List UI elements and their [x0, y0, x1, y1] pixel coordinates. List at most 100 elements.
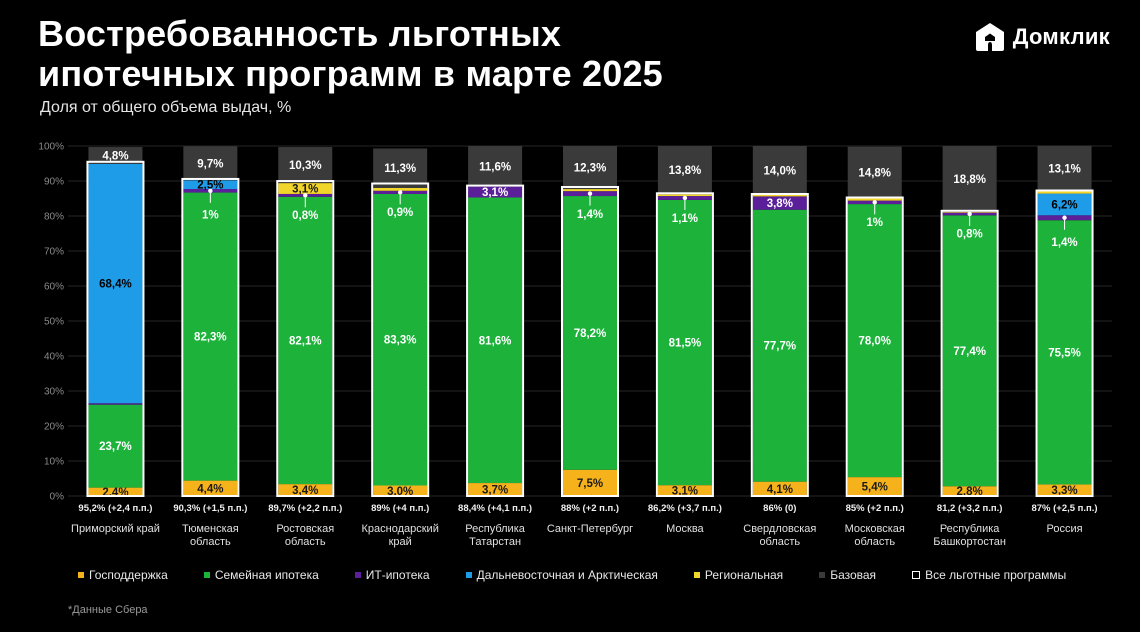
label-pointer-dot — [1062, 216, 1066, 220]
data-label-family: 78,0% — [858, 336, 891, 348]
label-pointer-dot — [967, 212, 971, 216]
label-pointer-dot — [683, 196, 687, 200]
total-label: 89,7% (+2,2 п.п.) — [268, 503, 342, 514]
data-label-gosp: 4,4% — [197, 483, 223, 495]
data-label-base: 18,8% — [953, 174, 986, 186]
legend-label: Семейная ипотека — [215, 568, 319, 582]
legend-swatch-gosp — [78, 572, 84, 578]
category-label: Приморский край — [71, 523, 160, 535]
footnote: *Данные Сбера — [68, 604, 148, 616]
category-label: Краснодарский — [362, 523, 439, 535]
total-label: 87% (+2,5 п.п.) — [1031, 503, 1097, 514]
chart-legend: Господдержка Семейная ипотека ИТ-ипотека Да… — [78, 568, 1118, 582]
data-label-it: 0,8% — [292, 210, 318, 222]
data-label-gosp: 3,7% — [482, 485, 508, 497]
category-label: Татарстан — [469, 536, 521, 548]
data-label-base: 14,8% — [858, 168, 891, 180]
data-label-family: 77,7% — [764, 341, 797, 353]
total-label: 86% (0) — [763, 503, 796, 514]
y-tick-label: 100% — [38, 142, 64, 153]
data-label-it: 3,1% — [482, 187, 508, 199]
category-label: область — [190, 536, 231, 548]
data-label-it: 1% — [866, 217, 883, 229]
legend-swatch-family — [204, 572, 210, 578]
legend-item-all_outline: Все льготные программы — [912, 568, 1066, 582]
y-tick-label: 60% — [44, 282, 64, 293]
legend-swatch-base — [819, 572, 825, 578]
legend-item-far: Дальневосточная и Арктическая — [466, 568, 658, 582]
data-label-gosp: 4,1% — [767, 484, 793, 496]
legend-label: Региональная — [705, 568, 783, 582]
bar-segment-regional — [1038, 192, 1092, 194]
category-label: Башкортостан — [933, 536, 1006, 548]
data-label-it: 0,9% — [387, 207, 413, 219]
data-label-family: 77,4% — [953, 346, 986, 358]
total-label: 90,3% (+1,5 п.п.) — [173, 503, 247, 514]
data-label-base: 13,8% — [669, 165, 702, 177]
data-label-it: 1,4% — [1051, 237, 1077, 249]
total-label: 88% (+2 п.п.) — [561, 503, 619, 514]
category-label: Санкт-Петербург — [547, 523, 633, 535]
legend-item-it: ИТ-ипотека — [355, 568, 430, 582]
data-label-gosp: 5,4% — [862, 482, 888, 494]
legend-swatch-regional — [694, 572, 700, 578]
legend-item-gosp: Господдержка — [78, 568, 168, 582]
legend-label: Все льготные программы — [925, 568, 1066, 582]
label-pointer-dot — [208, 189, 212, 193]
y-tick-label: 40% — [44, 352, 64, 363]
legend-label: Господдержка — [89, 568, 168, 582]
data-label-base: 13,1% — [1048, 164, 1081, 176]
y-tick-label: 50% — [44, 317, 64, 328]
category-label: Ростовская — [276, 523, 334, 535]
bar-segment-it — [88, 403, 142, 404]
label-pointer-dot — [303, 193, 307, 197]
category-label: область — [854, 536, 895, 548]
category-label: область — [759, 536, 800, 548]
total-label: 88,4% (+4,1 п.п.) — [458, 503, 532, 514]
data-label-it: 1,1% — [672, 213, 698, 225]
legend-swatch-far — [466, 572, 472, 578]
data-label-family: 82,1% — [289, 335, 322, 347]
data-label-family: 78,2% — [574, 328, 607, 340]
data-label-base: 12,3% — [574, 163, 607, 175]
category-label: Свердловская — [743, 523, 816, 535]
data-label-base: 4,8% — [102, 150, 128, 162]
bar-segment-regional — [563, 189, 617, 191]
label-pointer-dot — [873, 200, 877, 204]
category-label: Тюменская — [182, 523, 239, 535]
total-label: 81,2 (+3,2 п.п.) — [937, 503, 1003, 514]
category-label: край — [389, 536, 412, 548]
legend-swatch-all_outline — [912, 571, 920, 579]
y-tick-label: 70% — [44, 247, 64, 258]
data-label-family: 81,5% — [669, 338, 702, 350]
y-tick-label: 90% — [44, 177, 64, 188]
legend-item-family: Семейная ипотека — [204, 568, 319, 582]
label-pointer-dot — [398, 190, 402, 194]
data-label-family: 83,3% — [384, 335, 417, 347]
category-label: Республика — [465, 523, 525, 535]
legend-label: ИТ-ипотека — [366, 568, 430, 582]
data-label-family: 82,3% — [194, 332, 227, 344]
data-label-far: 68,4% — [99, 279, 132, 291]
y-tick-label: 20% — [44, 422, 64, 433]
y-tick-label: 30% — [44, 387, 64, 398]
data-label-base: 9,7% — [197, 158, 223, 170]
data-label-family: 23,7% — [99, 441, 132, 453]
data-label-gosp: 7,5% — [577, 478, 603, 490]
category-label: Республика — [940, 523, 1000, 535]
data-label-base: 14,0% — [764, 166, 797, 178]
legend-item-regional: Региональная — [694, 568, 783, 582]
category-label: область — [285, 536, 326, 548]
data-label-base: 11,6% — [479, 161, 511, 173]
data-label-it: 1% — [202, 210, 219, 222]
data-label-far: 6,2% — [1051, 199, 1077, 211]
legend-item-base: Базовая — [819, 568, 876, 582]
data-label-it: 0,8% — [957, 228, 983, 240]
data-label-base: 10,3% — [289, 160, 322, 172]
y-tick-label: 10% — [44, 457, 64, 468]
data-label-family: 81,6% — [479, 335, 512, 347]
data-label-it: 3,8% — [767, 198, 793, 210]
category-label: Московская — [845, 523, 905, 535]
bar-segment-regional — [753, 195, 807, 196]
total-label: 85% (+2 п.п.) — [846, 503, 904, 514]
